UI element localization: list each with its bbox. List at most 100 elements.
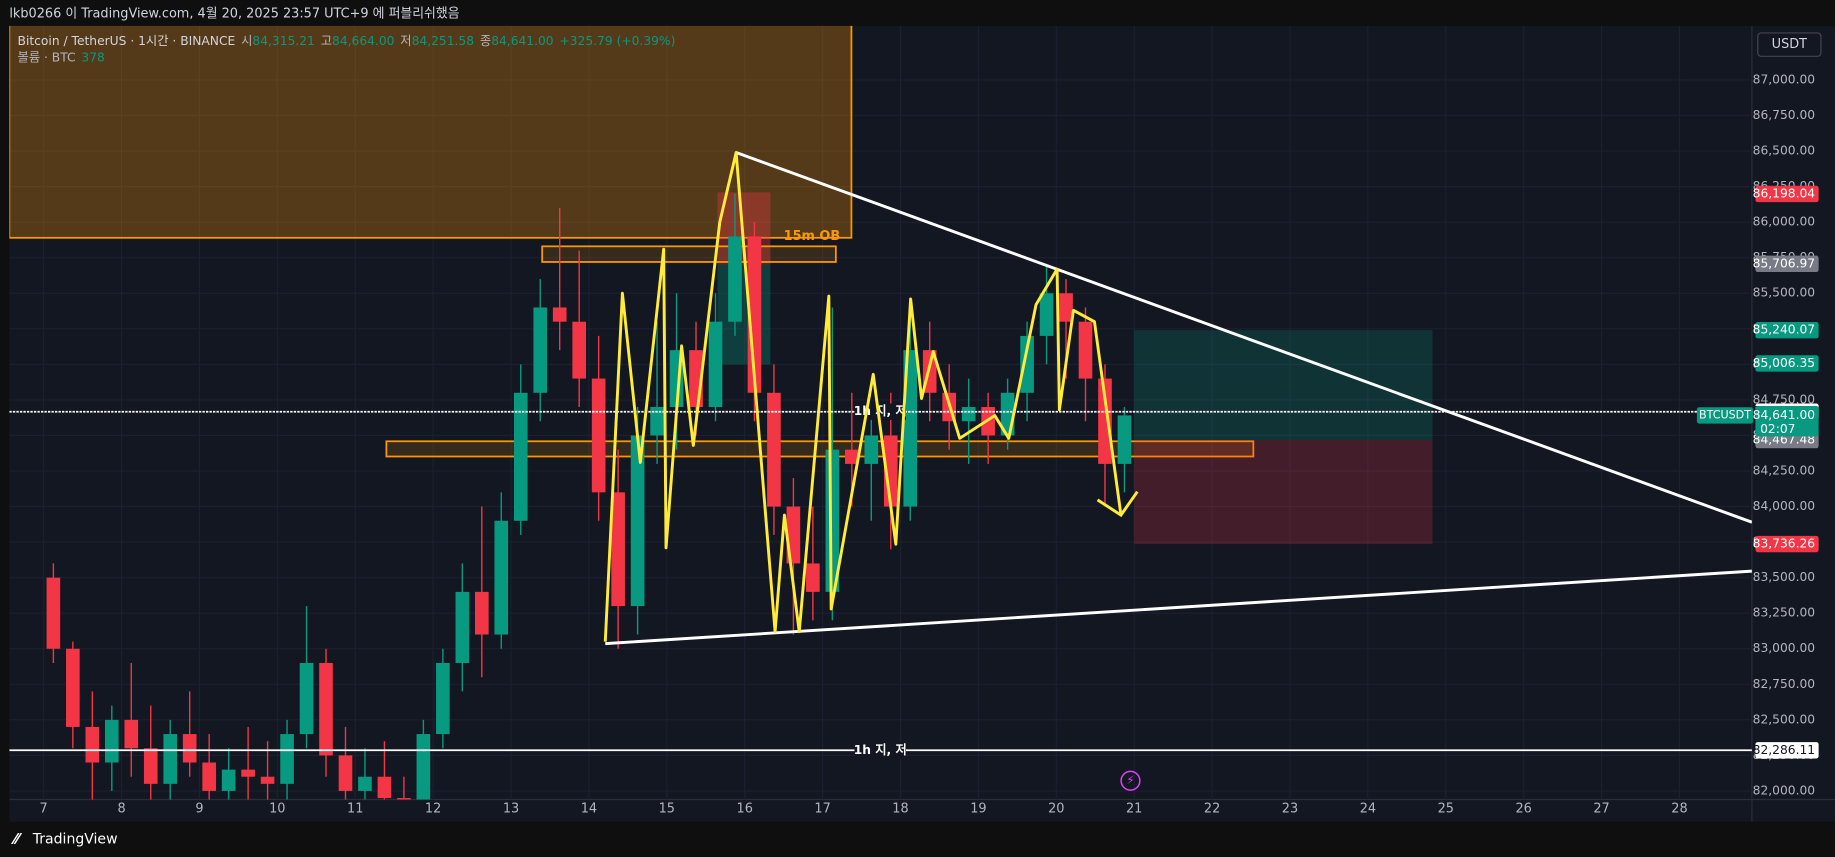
x-tick-label: 16 xyxy=(737,801,753,816)
price-label-bg xyxy=(1755,535,1819,553)
y-tick-label: 86,000.00 xyxy=(1753,215,1815,229)
candle-body xyxy=(903,350,918,507)
event-icon-glyph: ⚡ xyxy=(1126,773,1134,787)
y-tick-label: 86,500.00 xyxy=(1753,144,1815,158)
x-tick-label: 21 xyxy=(1126,801,1142,816)
candle-body xyxy=(533,307,548,393)
y-tick-label: 86,750.00 xyxy=(1753,108,1815,122)
event-icon[interactable] xyxy=(1120,770,1141,791)
last-price: 84,641.00 xyxy=(1753,408,1815,422)
price-label-bg xyxy=(1755,355,1819,372)
y-tick-label: 84,000.00 xyxy=(1753,499,1815,513)
candle-body xyxy=(1098,378,1112,464)
price-label: 85,706.97 xyxy=(1753,256,1815,270)
x-tick-label: 10 xyxy=(269,801,285,816)
last-price-bg xyxy=(1755,406,1819,437)
legend: Bitcoin / TetherUS · 1시간 · BINANCE 시84,31… xyxy=(18,34,676,64)
legend-text: 종 xyxy=(480,34,491,48)
chart-panel xyxy=(9,25,1835,822)
x-tick-label: 15 xyxy=(659,801,675,816)
y-tick-label: 84,750.00 xyxy=(1753,392,1815,406)
zone-label: 15m OB xyxy=(784,229,841,244)
symbol-legend: Bitcoin / TetherUS · 1시간 · BINANCE 시84,31… xyxy=(18,34,676,48)
candle-body xyxy=(455,591,470,663)
x-tick-label: 18 xyxy=(892,801,908,816)
x-tick-label: 7 xyxy=(40,801,48,816)
legend-text: 84,315.21 xyxy=(252,34,314,48)
x-tick-label: 20 xyxy=(1048,801,1064,816)
currency-button[interactable] xyxy=(1757,32,1822,57)
candle-body xyxy=(66,648,80,727)
candle-body xyxy=(767,392,781,507)
x-tick-label: 24 xyxy=(1360,801,1376,816)
price-label: 85,240.07 xyxy=(1753,323,1815,337)
candle-body xyxy=(611,492,625,607)
candle-body xyxy=(319,662,333,756)
candle-body xyxy=(1020,335,1034,393)
y-tick-label: 84,250.00 xyxy=(1753,464,1815,478)
publish-note: lkb0266 이 TradingView.com, 4월 20, 2025 2… xyxy=(9,6,459,22)
y-tick-label: 82,000.00 xyxy=(1753,783,1815,797)
candle-body xyxy=(358,776,372,791)
candle-body xyxy=(650,407,664,436)
y-tick-label: 83,250.00 xyxy=(1753,606,1815,620)
candle-body xyxy=(552,307,567,322)
candle-body xyxy=(124,719,139,749)
legend-text: Bitcoin / TetherUS · 1시간 · BINANCE xyxy=(18,34,236,48)
candle-body xyxy=(728,236,742,322)
x-tick-label: 11 xyxy=(347,801,363,816)
symbol-tag-bg xyxy=(1696,407,1754,424)
legend-text: 84,641.00 xyxy=(491,34,553,48)
price-label: 83,736.26 xyxy=(1753,537,1816,551)
candle-body xyxy=(202,762,216,791)
candle-body xyxy=(299,662,314,735)
line-label: 1h 지, 저 xyxy=(854,742,907,757)
candle-body xyxy=(630,435,645,607)
legend-text: 378 xyxy=(81,50,104,64)
candle-body xyxy=(85,726,100,763)
candle-body xyxy=(104,719,119,763)
x-tick-label: 13 xyxy=(503,801,519,816)
x-tick-label: 19 xyxy=(970,801,986,816)
y-tick-label: 83,000.00 xyxy=(1753,641,1815,655)
candle-body xyxy=(338,755,353,791)
symbol-tag: BTCUSDT xyxy=(1699,408,1751,421)
candles xyxy=(46,193,1132,800)
y-tick-label: 83,500.00 xyxy=(1753,570,1815,584)
price-label: 85,006.35 xyxy=(1753,356,1815,370)
line-label-bg xyxy=(854,742,906,759)
candle-body xyxy=(182,734,197,763)
x-tick-label: 14 xyxy=(581,801,597,816)
candle-body xyxy=(844,449,859,464)
x-tick-label: 8 xyxy=(117,801,125,816)
legend-text: 84,664.00 xyxy=(332,34,394,48)
price-label-bg xyxy=(1755,742,1819,759)
candle-body xyxy=(377,776,392,799)
zone-box xyxy=(9,25,853,239)
price-label-bg xyxy=(1755,255,1819,273)
x-tick-label: 28 xyxy=(1671,801,1687,816)
drawings-lines: 1h 지, 저1h 지, 저 xyxy=(9,151,1752,759)
candle-body xyxy=(280,734,294,784)
candle-body xyxy=(591,378,606,493)
candle-body xyxy=(806,563,820,592)
candle-body xyxy=(1059,293,1073,322)
legend-text: 고 xyxy=(321,34,332,48)
x-tick-label: 22 xyxy=(1204,801,1220,816)
candle-body xyxy=(416,734,431,800)
price-label-bg xyxy=(1755,185,1819,203)
legend-text: 시 xyxy=(241,34,252,48)
countdown: 02:07 xyxy=(1760,422,1795,436)
trendline xyxy=(605,569,1752,646)
volume-legend: 볼륨 · BTC 378 xyxy=(18,50,105,64)
candle-body xyxy=(494,520,509,635)
y-tick-label: 85,500.00 xyxy=(1753,286,1815,300)
candle-body xyxy=(474,591,489,635)
zigzag-arrowhead xyxy=(1096,490,1139,518)
candle-body xyxy=(864,435,879,464)
x-tick-label: 23 xyxy=(1282,801,1298,816)
brand-name: TradingView xyxy=(32,831,118,847)
x-tick-label: 26 xyxy=(1515,801,1531,816)
